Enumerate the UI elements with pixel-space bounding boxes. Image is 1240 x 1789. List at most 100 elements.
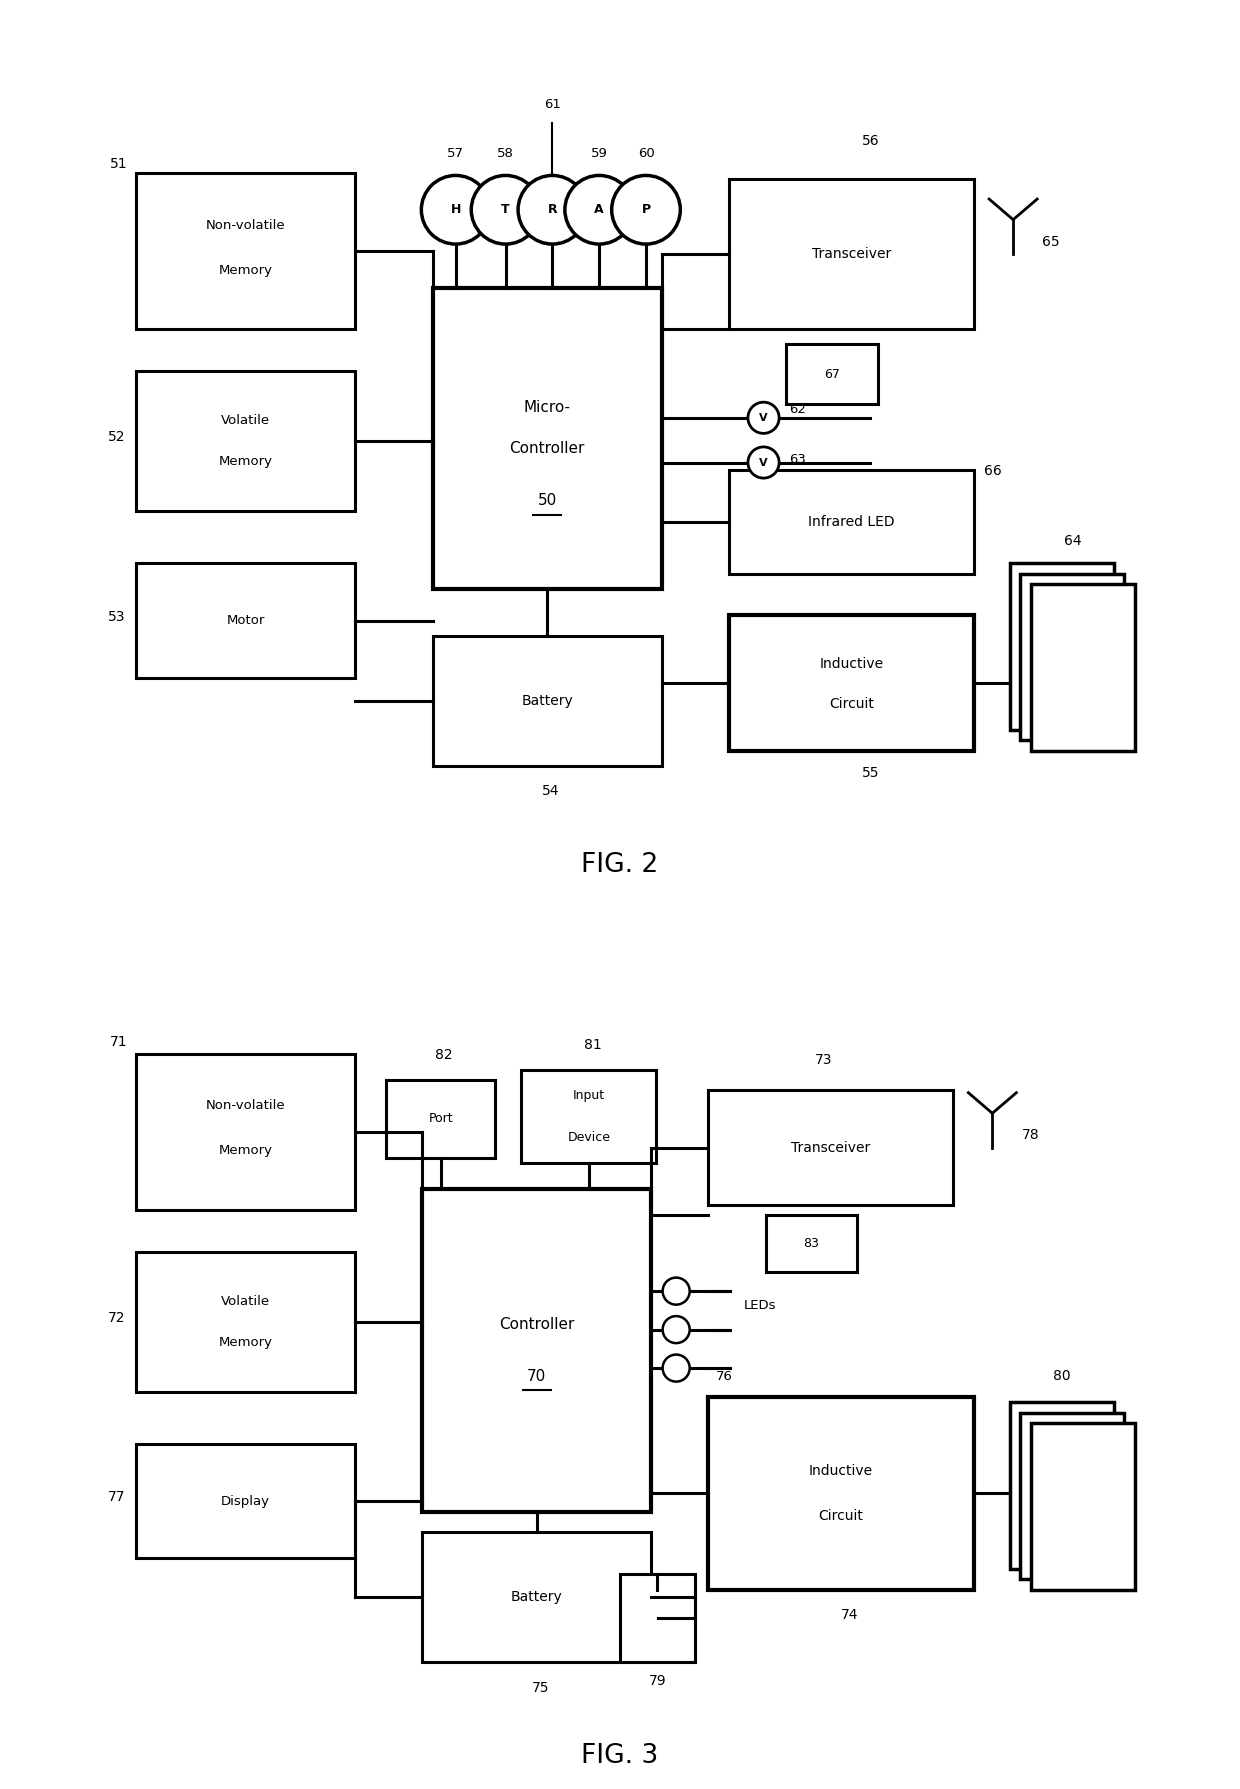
FancyBboxPatch shape bbox=[136, 1054, 355, 1209]
Text: 70: 70 bbox=[527, 1369, 547, 1385]
Text: 78: 78 bbox=[1022, 1129, 1039, 1141]
FancyBboxPatch shape bbox=[786, 343, 878, 404]
FancyBboxPatch shape bbox=[765, 1215, 857, 1272]
FancyBboxPatch shape bbox=[433, 637, 662, 766]
Text: 67: 67 bbox=[825, 367, 841, 381]
Text: Motor: Motor bbox=[227, 614, 265, 628]
Text: 56: 56 bbox=[862, 134, 879, 148]
FancyBboxPatch shape bbox=[620, 1574, 694, 1662]
Text: V: V bbox=[759, 458, 768, 467]
Text: A: A bbox=[594, 204, 604, 216]
Text: Non-volatile: Non-volatile bbox=[206, 218, 285, 233]
FancyBboxPatch shape bbox=[433, 288, 662, 589]
Text: 77: 77 bbox=[108, 1490, 125, 1505]
Text: 74: 74 bbox=[841, 1608, 858, 1623]
Text: 73: 73 bbox=[815, 1054, 832, 1068]
Circle shape bbox=[611, 175, 681, 243]
Text: 76: 76 bbox=[715, 1370, 733, 1383]
FancyBboxPatch shape bbox=[1030, 585, 1135, 751]
Text: 53: 53 bbox=[108, 610, 125, 624]
Text: 66: 66 bbox=[985, 463, 1002, 478]
Text: R: R bbox=[548, 204, 557, 216]
Text: Transceiver: Transceiver bbox=[812, 247, 892, 261]
Text: Battery: Battery bbox=[511, 1590, 563, 1605]
FancyBboxPatch shape bbox=[729, 179, 973, 329]
Text: Battery: Battery bbox=[521, 694, 573, 708]
Text: Infrared LED: Infrared LED bbox=[808, 515, 895, 530]
Text: 62: 62 bbox=[790, 403, 806, 415]
Text: 59: 59 bbox=[590, 147, 608, 159]
Text: LEDs: LEDs bbox=[744, 1299, 776, 1311]
FancyBboxPatch shape bbox=[1011, 564, 1114, 730]
Text: Volatile: Volatile bbox=[221, 413, 270, 428]
Text: Memory: Memory bbox=[218, 263, 273, 277]
Text: 50: 50 bbox=[538, 494, 557, 508]
Text: FIG. 2: FIG. 2 bbox=[582, 852, 658, 878]
Text: 51: 51 bbox=[110, 157, 128, 172]
Text: Input: Input bbox=[573, 1090, 605, 1102]
Text: Controller: Controller bbox=[510, 442, 585, 456]
Text: 82: 82 bbox=[435, 1048, 453, 1063]
Text: Inductive: Inductive bbox=[808, 1463, 873, 1478]
Text: FIG. 3: FIG. 3 bbox=[582, 1742, 658, 1769]
Text: 55: 55 bbox=[862, 766, 879, 780]
FancyBboxPatch shape bbox=[1021, 1413, 1125, 1580]
Text: Memory: Memory bbox=[218, 1145, 273, 1157]
Circle shape bbox=[518, 175, 587, 243]
Circle shape bbox=[662, 1354, 689, 1381]
Circle shape bbox=[422, 175, 490, 243]
Text: Port: Port bbox=[428, 1113, 453, 1125]
Text: 79: 79 bbox=[649, 1675, 666, 1689]
FancyBboxPatch shape bbox=[1030, 1424, 1135, 1590]
Text: Circuit: Circuit bbox=[830, 696, 874, 710]
Text: 61: 61 bbox=[544, 98, 560, 111]
FancyBboxPatch shape bbox=[729, 615, 973, 751]
Text: Micro-: Micro- bbox=[523, 401, 570, 415]
Text: 60: 60 bbox=[637, 147, 655, 159]
FancyBboxPatch shape bbox=[136, 174, 355, 329]
Text: Non-volatile: Non-volatile bbox=[206, 1100, 285, 1113]
FancyBboxPatch shape bbox=[136, 1252, 355, 1392]
FancyBboxPatch shape bbox=[386, 1081, 495, 1157]
Text: Display: Display bbox=[221, 1496, 270, 1508]
FancyBboxPatch shape bbox=[1011, 1403, 1114, 1569]
Text: Memory: Memory bbox=[218, 1336, 273, 1349]
Text: T: T bbox=[501, 204, 510, 216]
FancyBboxPatch shape bbox=[136, 564, 355, 678]
FancyBboxPatch shape bbox=[136, 1444, 355, 1558]
Text: 63: 63 bbox=[790, 453, 806, 465]
Text: 58: 58 bbox=[497, 147, 515, 159]
FancyBboxPatch shape bbox=[1021, 574, 1125, 741]
Circle shape bbox=[748, 447, 779, 478]
Text: 65: 65 bbox=[1043, 234, 1060, 249]
Text: Transceiver: Transceiver bbox=[791, 1141, 870, 1154]
FancyBboxPatch shape bbox=[729, 471, 973, 574]
Circle shape bbox=[471, 175, 539, 243]
Text: 80: 80 bbox=[1053, 1369, 1071, 1383]
FancyBboxPatch shape bbox=[521, 1070, 656, 1163]
FancyBboxPatch shape bbox=[423, 1533, 651, 1662]
Text: 71: 71 bbox=[110, 1034, 128, 1048]
Text: 72: 72 bbox=[108, 1311, 125, 1326]
Text: 81: 81 bbox=[584, 1038, 601, 1052]
Text: Circuit: Circuit bbox=[818, 1510, 863, 1522]
Circle shape bbox=[565, 175, 634, 243]
FancyBboxPatch shape bbox=[708, 1397, 973, 1590]
Text: Controller: Controller bbox=[500, 1317, 574, 1333]
FancyBboxPatch shape bbox=[708, 1090, 952, 1204]
Text: P: P bbox=[641, 204, 651, 216]
Text: H: H bbox=[450, 204, 461, 216]
Text: 75: 75 bbox=[532, 1680, 549, 1694]
Circle shape bbox=[662, 1277, 689, 1304]
Text: V: V bbox=[759, 413, 768, 422]
Text: Volatile: Volatile bbox=[221, 1295, 270, 1308]
Text: 54: 54 bbox=[542, 784, 559, 798]
Text: 57: 57 bbox=[448, 147, 464, 159]
Text: 52: 52 bbox=[108, 429, 125, 444]
Circle shape bbox=[662, 1317, 689, 1344]
FancyBboxPatch shape bbox=[136, 370, 355, 512]
FancyBboxPatch shape bbox=[423, 1190, 651, 1512]
Text: 64: 64 bbox=[1064, 533, 1081, 547]
Circle shape bbox=[748, 403, 779, 433]
Text: Memory: Memory bbox=[218, 456, 273, 469]
